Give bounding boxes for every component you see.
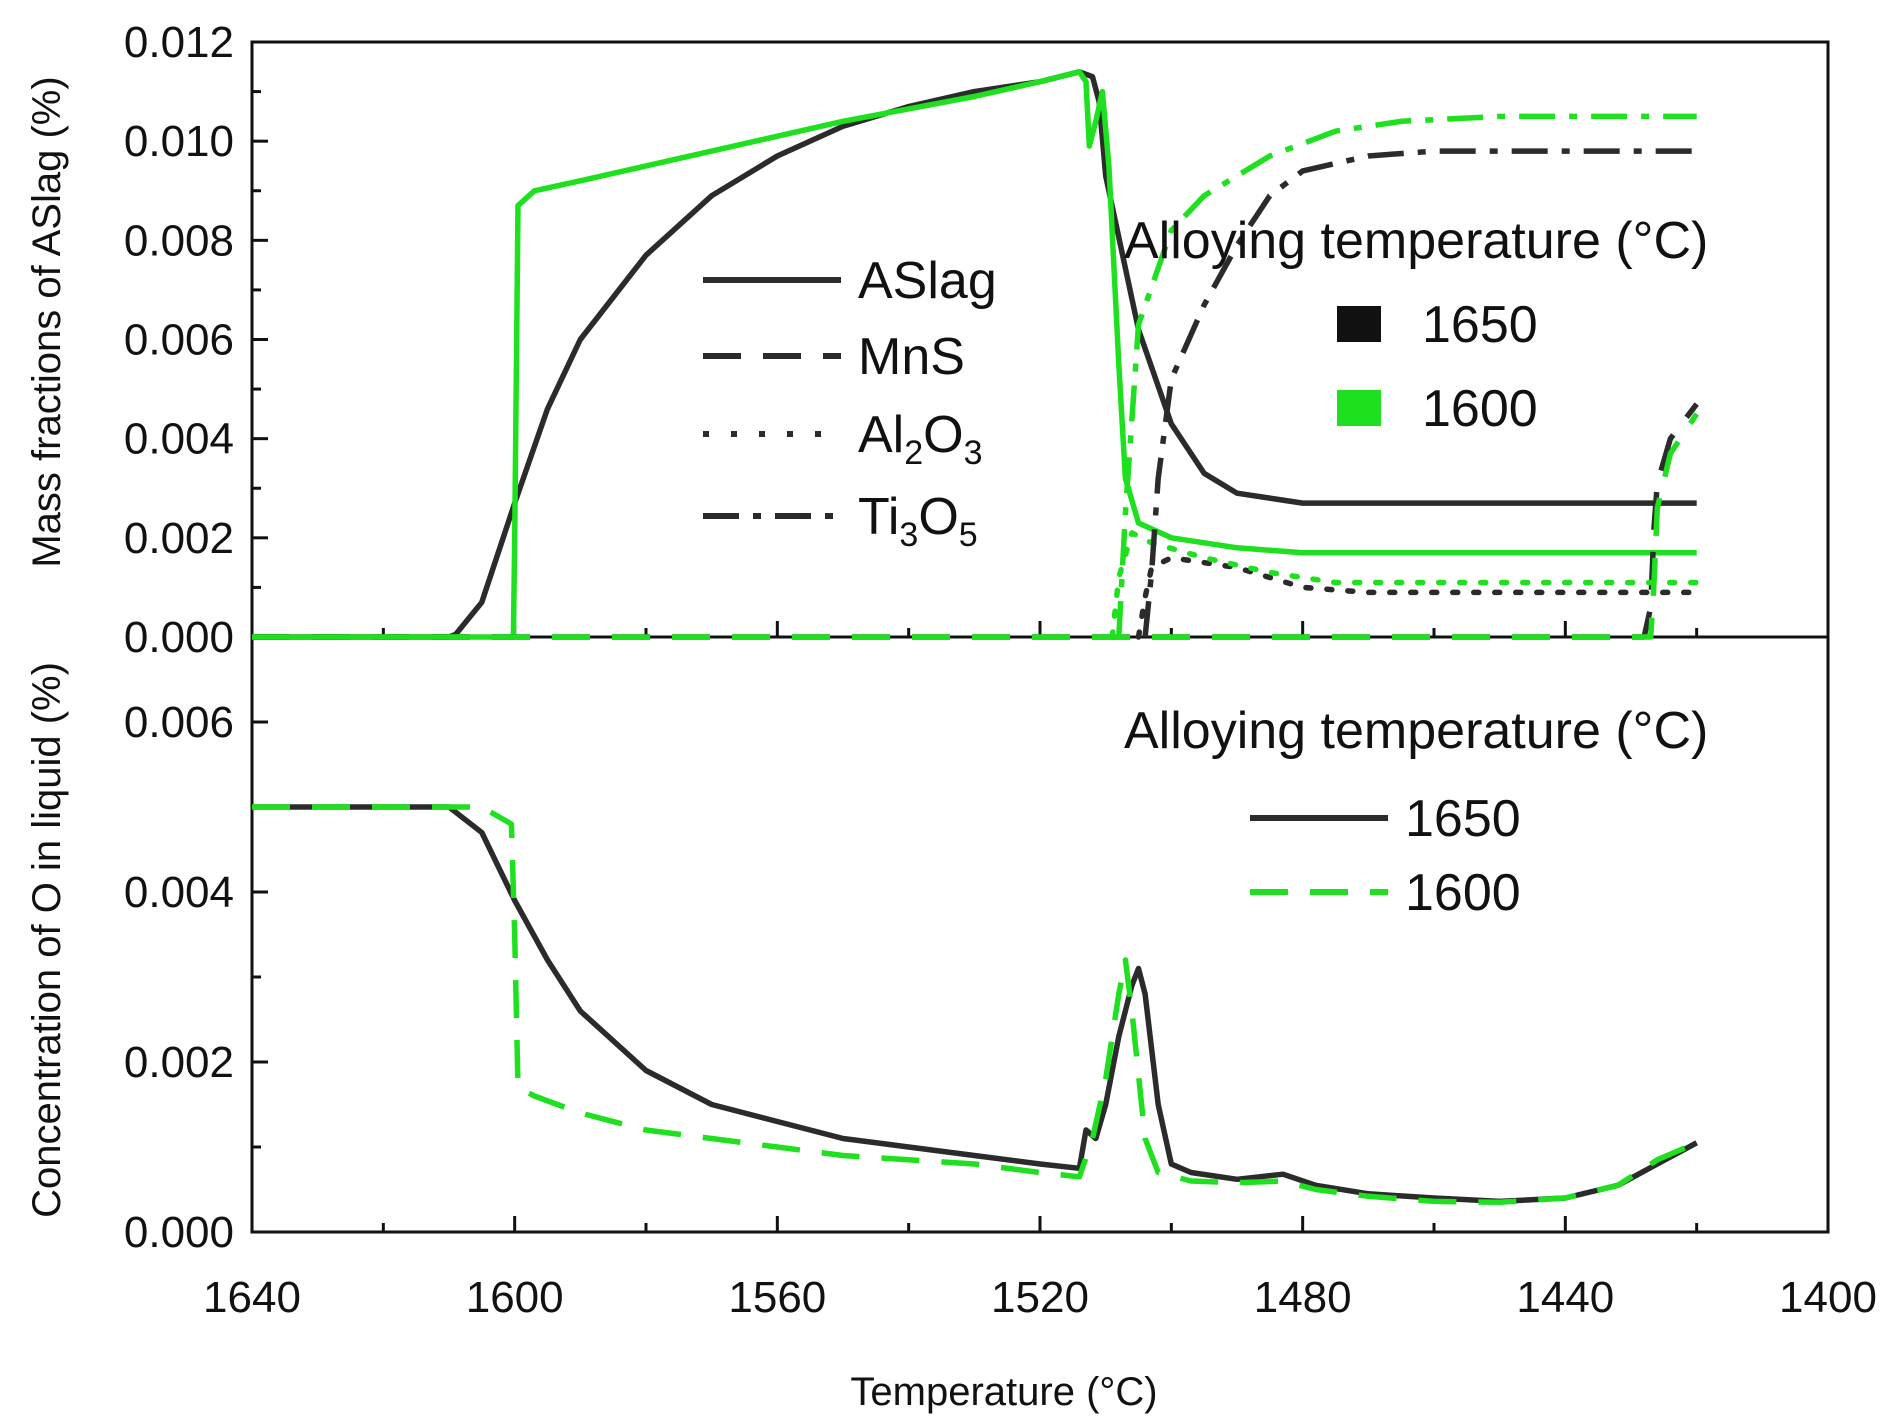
x-tick-label: 1520 (991, 1273, 1089, 1322)
series-line (1109, 530, 1700, 640)
top-panel-series (252, 69, 1700, 640)
y-axis-title-bottom: Concentration of O in liquid (%) (25, 662, 69, 1218)
y-axis-title-top: Mass fractions of ASlag (%) (25, 76, 69, 567)
series-line (252, 69, 1697, 640)
legend-label-bottom-1650: 1650 (1405, 790, 1521, 848)
series-line (1135, 554, 1700, 640)
legend-label-al2o3: Al2O3 (858, 406, 983, 472)
species-legend: ASlag MnS Al2O3 Ti3O5 (703, 252, 997, 554)
x-tick-label: 1640 (203, 1273, 301, 1322)
y-tick-label: 0.006 (124, 316, 234, 365)
temperature-legend-top: Alloying temperature (°C) 1650 1600 (1124, 212, 1708, 438)
y-tick-label: 0.006 (124, 698, 234, 747)
legend-label-mns: MnS (858, 328, 965, 386)
x-axis-title: Temperature (°C) (850, 1370, 1157, 1414)
legend-swatch-1650 (1337, 306, 1381, 342)
y-tick-label: 0.002 (124, 1038, 234, 1087)
x-tick-label: 1440 (1516, 1273, 1614, 1322)
y-tick-label: 0.000 (124, 613, 234, 662)
legend-label-ti3o5: Ti3O5 (858, 488, 978, 554)
y-tick-label: 0.012 (124, 18, 234, 67)
temperature-legend-top-title: Alloying temperature (°C) (1124, 212, 1708, 270)
legend-label-top-1600: 1600 (1422, 380, 1538, 438)
x-tick-label: 1600 (466, 1273, 564, 1322)
x-tick-label: 1480 (1254, 1273, 1352, 1322)
legend-label-bottom-1600: 1600 (1405, 864, 1521, 922)
y-tick-label: 0.004 (124, 415, 234, 464)
series-line (252, 804, 1699, 1205)
legend-label-aslag: ASlag (858, 252, 997, 310)
bottom-panel-series (252, 804, 1699, 1206)
y-tick-label: 0.004 (124, 868, 234, 917)
legend-swatch-1600 (1337, 390, 1381, 426)
y-tick-label: 0.002 (124, 514, 234, 563)
y-tick-label: 0.000 (124, 1208, 234, 1257)
series-line (1142, 148, 1697, 638)
x-tick-label: 1560 (728, 1273, 826, 1322)
series-line (252, 412, 1699, 640)
temperature-legend-bottom-title: Alloying temperature (°C) (1124, 702, 1708, 760)
x-tick-label: 1400 (1779, 1273, 1877, 1322)
legend-label-top-1650: 1650 (1422, 296, 1538, 354)
series-line (1116, 113, 1697, 638)
y-tick-label: 0.010 (124, 117, 234, 166)
series-line (252, 804, 1698, 1206)
y-tick-label: 0.008 (124, 216, 234, 265)
temperature-legend-bottom: Alloying temperature (°C) 1650 1600 (1124, 702, 1708, 922)
axis-labels: 1640 1600 1560 1520 1480 1440 1400 0.000 0.002 0.… (124, 18, 1877, 1322)
